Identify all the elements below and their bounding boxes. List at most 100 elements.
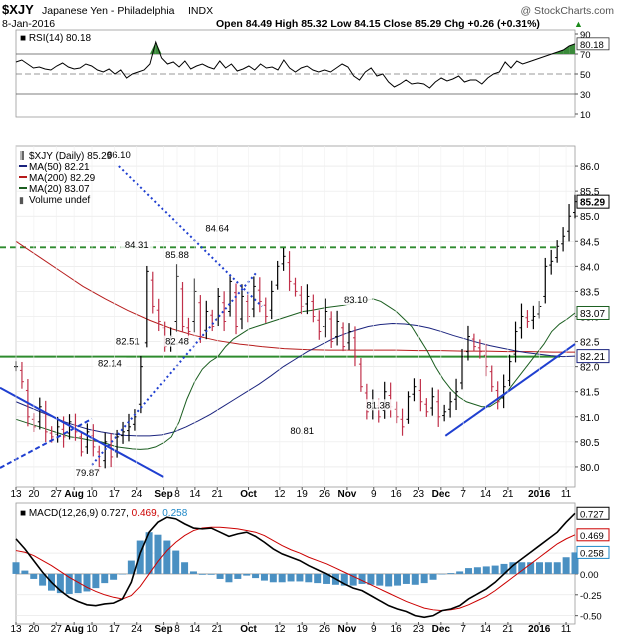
square-icon: ■ <box>20 508 29 519</box>
macd-histogram-bar <box>74 573 82 594</box>
x-tick-label: 10 <box>86 489 98 500</box>
macd-histogram-bar <box>367 573 375 585</box>
price-tick-label: 84.0 <box>580 262 600 273</box>
ohlc-bar <box>121 421 126 444</box>
ohlc-bar <box>150 271 155 314</box>
macd-histogram-bar <box>83 573 91 592</box>
ohlc-bar <box>329 311 334 348</box>
ohlc-bar <box>477 339 482 359</box>
ohlc-bar <box>525 310 530 328</box>
x-tick-label: 23 <box>413 489 425 500</box>
x-tick-label: Dec <box>432 489 451 500</box>
x-tick-label: Sep <box>154 489 172 500</box>
x-tick-label: 7 <box>460 489 466 500</box>
rsi-tick-label: 70 <box>580 50 591 61</box>
price-layer: 86.085.585.084.584.083.583.082.582.081.5… <box>0 146 610 487</box>
x-tick-label: 9 <box>371 489 377 500</box>
macd-histogram-bar <box>39 573 47 586</box>
macd-histogram-bar <box>21 570 29 574</box>
rsi-tick-label: 10 <box>580 110 591 121</box>
macd-histogram-bar <box>571 552 579 574</box>
ma200-line <box>15 240 575 353</box>
trendline <box>0 417 93 469</box>
x-tick-label: 2016 <box>528 624 551 635</box>
x-tick-label: 19 <box>297 489 309 500</box>
price-badge-label: 83.07 <box>580 309 605 320</box>
macd-histogram-bar <box>296 573 304 582</box>
price-tick-label: 85.5 <box>580 187 600 198</box>
macd-histogram-bar <box>225 573 233 583</box>
ohlc-bar <box>144 265 149 348</box>
legend-entry: MA(20) 83.07 <box>29 184 90 195</box>
price-annotation: 86.10 <box>107 150 131 161</box>
macd-histogram-bar <box>482 566 490 574</box>
ohlc-bar <box>567 204 572 242</box>
x-tick-label: 19 <box>297 624 309 635</box>
x-tick-label: 23 <box>413 624 425 635</box>
macd-histogram-bar <box>287 573 295 582</box>
rsi-label-text: RSI(14) 80.18 <box>29 33 92 44</box>
x-tick-label: 7 <box>460 624 466 635</box>
ohlc-bar <box>126 413 131 442</box>
macd-histogram-bar <box>376 573 384 586</box>
macd-histogram-bar <box>207 573 215 575</box>
price-tick-label: 82.0 <box>580 363 600 374</box>
ohlc-bar <box>430 387 435 416</box>
x-tick-label: 21 <box>502 624 514 635</box>
macd-histogram-bar <box>243 573 251 576</box>
rsi-value-badge <box>576 37 610 51</box>
macd-label-part: 0.258 <box>162 508 187 519</box>
x-tick-label: 24 <box>131 624 143 635</box>
ohlc-bar <box>424 398 429 417</box>
ohlc-bar <box>531 305 536 330</box>
rsi-overbought-fill <box>149 42 156 54</box>
ohlc-bar <box>67 414 72 440</box>
x-tick-label: 11 <box>561 489 572 500</box>
price-badge <box>576 194 610 209</box>
price-tick-label: 81.0 <box>580 413 600 424</box>
rsi-overbought-fill <box>563 46 570 54</box>
macd-histogram-bar <box>411 573 419 585</box>
macd-histogram-bar <box>385 573 393 587</box>
ohlc-bar <box>489 365 494 392</box>
ohlc-bar <box>347 323 352 350</box>
price-annotation-bg <box>71 466 105 478</box>
price-annotation-bg <box>361 399 395 411</box>
x-tick-label: 11 <box>561 624 572 635</box>
macd-badge <box>576 545 610 559</box>
macd-histogram-bar <box>145 532 153 574</box>
ohlc-bar <box>293 277 298 297</box>
macd-label-part: 0.469, <box>132 508 163 519</box>
macd-histogram-bar <box>491 565 499 574</box>
macd-histogram-bar <box>278 573 286 583</box>
ohlc-bar <box>555 240 560 263</box>
rsi-tick-label: 90 <box>580 30 591 41</box>
macd-signal-line <box>15 526 576 612</box>
macd-histogram-bar <box>172 550 180 574</box>
chart-exchange: INDX <box>188 5 213 17</box>
x-tick-label: 20 <box>28 489 40 500</box>
price-tick-label: 86.0 <box>580 162 600 173</box>
price-annotation: 82.14 <box>98 359 122 370</box>
macd-histogram-bar <box>12 562 20 574</box>
ohlc-bar <box>442 404 447 422</box>
x-tick-label: 14 <box>480 489 492 500</box>
macd-histogram-bar <box>509 562 517 574</box>
rsi-tick-label: 30 <box>580 90 591 101</box>
x-tick-label: 26 <box>319 489 331 500</box>
ohlc-bar <box>471 333 476 352</box>
ohlc-bar <box>436 389 441 427</box>
trendline <box>118 165 263 308</box>
macd-histogram-bar <box>110 573 118 580</box>
macd-line <box>15 512 576 619</box>
ohlc-bar <box>495 381 500 410</box>
rsi-overbought-fill <box>569 43 575 54</box>
x-tick-label: 16 <box>391 489 403 500</box>
ma50-line <box>15 323 576 437</box>
x-tick-label: Nov <box>337 489 356 500</box>
macd-histogram-bar <box>189 571 197 574</box>
x-tick-label: 21 <box>502 489 514 500</box>
macd-histogram-bar <box>465 568 473 574</box>
macd-histogram-bar <box>314 573 322 584</box>
